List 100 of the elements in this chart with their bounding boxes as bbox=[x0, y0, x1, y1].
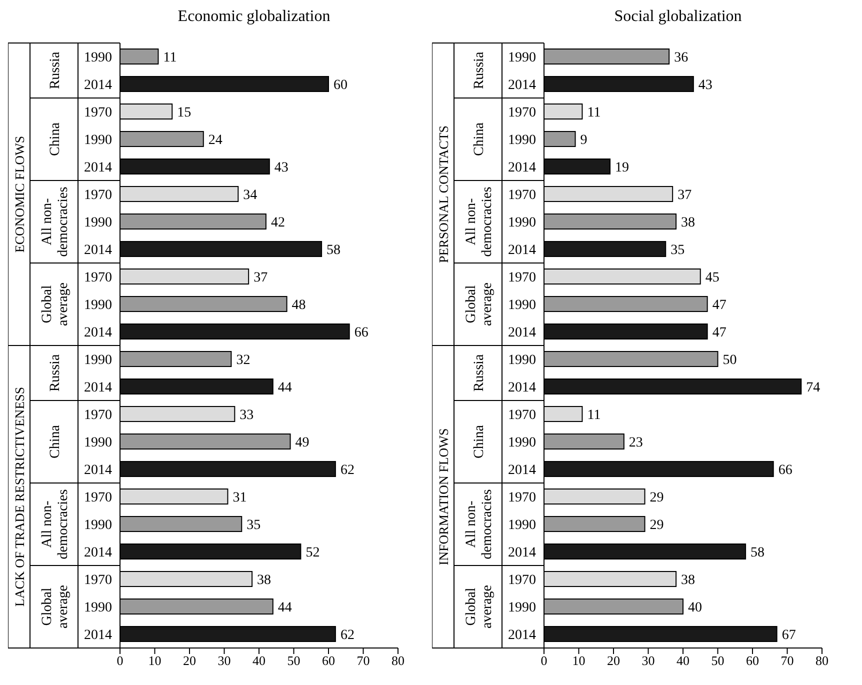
y-tick-label: 1970 bbox=[508, 188, 536, 204]
y-tick-label: 1990 bbox=[508, 216, 536, 231]
text: Russia bbox=[48, 51, 63, 90]
y-tick-label: 1990 bbox=[84, 50, 112, 66]
y-tick-label: 1970 bbox=[84, 408, 112, 424]
data-label: 15 bbox=[177, 106, 192, 121]
data-label: 34 bbox=[243, 188, 258, 204]
y-tick-label: 1990 bbox=[84, 216, 112, 231]
text: China bbox=[48, 424, 63, 458]
y-tick-label: 2014 bbox=[508, 380, 536, 396]
y-tick-label: 1990 bbox=[508, 50, 536, 66]
data-label: 11 bbox=[587, 106, 601, 121]
data-label: 45 bbox=[705, 270, 720, 286]
data-label: 52 bbox=[306, 546, 320, 561]
y-tick-label: 1970 bbox=[508, 490, 536, 506]
y-tick-label: 1990 bbox=[84, 436, 112, 451]
data-label: 66 bbox=[354, 326, 368, 341]
data-label: 60 bbox=[334, 78, 348, 94]
text: PERSONAL CONTACTS bbox=[436, 125, 451, 264]
text: ECONOMIC FLOWS bbox=[12, 136, 27, 253]
x-tick-label: 60 bbox=[746, 653, 759, 668]
data-label: 29 bbox=[650, 518, 664, 534]
y-tick-label: 1990 bbox=[508, 353, 536, 368]
y-tick-label: 1990 bbox=[84, 353, 112, 368]
text: INFORMATION FLOWS bbox=[436, 428, 451, 566]
text: All non-democracies bbox=[40, 489, 71, 560]
y-tick-label: 2014 bbox=[508, 160, 536, 176]
y-tick-label: 2014 bbox=[508, 78, 536, 94]
data-label: 38 bbox=[681, 216, 696, 231]
x-tick-label: 10 bbox=[148, 653, 162, 668]
data-label: 11 bbox=[163, 50, 177, 66]
x-tick-label: 20 bbox=[607, 653, 620, 668]
data-label: 19 bbox=[615, 160, 630, 176]
data-label: 44 bbox=[278, 600, 292, 616]
data-label: 9 bbox=[580, 133, 588, 148]
y-tick-label: 2014 bbox=[84, 380, 112, 396]
data-label: 58 bbox=[750, 546, 765, 561]
text: LACK OF TRADE RESTRICTIVENESS bbox=[12, 386, 27, 607]
data-label: 74 bbox=[806, 380, 820, 396]
text: All non-democracies bbox=[464, 186, 495, 257]
y-tick-label: 2014 bbox=[84, 463, 112, 478]
y-tick-label: 1970 bbox=[508, 408, 536, 424]
y-tick-label: 2014 bbox=[84, 243, 112, 258]
data-label: 48 bbox=[292, 298, 306, 314]
data-label: 42 bbox=[270, 216, 285, 231]
data-label: 29 bbox=[650, 490, 664, 506]
data-label: 47 bbox=[712, 298, 726, 314]
y-tick-label: 1990 bbox=[508, 600, 536, 616]
y-tick-label: 2014 bbox=[508, 326, 536, 341]
text: China bbox=[472, 122, 487, 156]
y-tick-label: 1970 bbox=[84, 573, 112, 588]
x-tick-label: 40 bbox=[252, 653, 266, 668]
y-tick-label: 2014 bbox=[84, 78, 112, 94]
y-tick-label: 1970 bbox=[508, 270, 536, 286]
y-tick-label: 1970 bbox=[508, 106, 536, 121]
text: Global average bbox=[464, 282, 495, 326]
y-tick-label: 1990 bbox=[84, 298, 112, 314]
y-tick-label: 1990 bbox=[84, 600, 112, 616]
y-tick-label: 1970 bbox=[84, 106, 112, 121]
y-tick-label: 1970 bbox=[84, 490, 112, 506]
x-tick-label: 80 bbox=[392, 653, 404, 668]
x-tick-label: 30 bbox=[218, 653, 231, 668]
y-tick-label: 1990 bbox=[508, 436, 536, 451]
y-tick-label: 2014 bbox=[508, 463, 536, 478]
x-tick-label: 50 bbox=[711, 653, 724, 668]
data-label: 37 bbox=[254, 270, 268, 286]
text: Global average bbox=[464, 584, 495, 629]
y-tick-label: 2014 bbox=[508, 628, 536, 644]
data-label: 62 bbox=[340, 463, 354, 478]
data-label: 67 bbox=[782, 628, 796, 644]
data-label: 35 bbox=[670, 243, 685, 258]
data-label: 66 bbox=[778, 463, 792, 478]
data-label: 50 bbox=[722, 353, 737, 368]
text: Global average bbox=[40, 584, 71, 629]
x-tick-label: 20 bbox=[183, 653, 196, 668]
y-tick-label: 1970 bbox=[84, 270, 112, 286]
y-tick-label: 2014 bbox=[84, 326, 112, 341]
y-tick-label: 1990 bbox=[84, 133, 112, 148]
chart-title: Economic globalization bbox=[176, 8, 332, 27]
y-tick-label: 1990 bbox=[84, 518, 112, 534]
chart-title: Social globalization bbox=[613, 8, 743, 27]
text: Russia bbox=[472, 51, 487, 90]
x-tick-label: 40 bbox=[676, 653, 690, 668]
text: Global average bbox=[40, 282, 71, 326]
data-label: 43 bbox=[698, 78, 712, 94]
data-label: 32 bbox=[236, 353, 250, 368]
data-label: 23 bbox=[628, 436, 643, 451]
data-label: 44 bbox=[278, 380, 292, 396]
data-label: 24 bbox=[208, 133, 222, 148]
y-tick-label: 1990 bbox=[508, 133, 536, 148]
text: Russia bbox=[48, 354, 63, 392]
y-tick-label: 1970 bbox=[508, 573, 536, 588]
data-label: 31 bbox=[232, 490, 247, 506]
x-tick-label: 30 bbox=[642, 653, 655, 668]
data-label: 62 bbox=[340, 628, 354, 644]
data-label: 58 bbox=[326, 243, 341, 258]
data-label: 38 bbox=[681, 573, 696, 588]
data-label: 37 bbox=[678, 188, 692, 204]
text: Russia bbox=[472, 354, 487, 392]
y-tick-label: 2014 bbox=[84, 160, 112, 176]
